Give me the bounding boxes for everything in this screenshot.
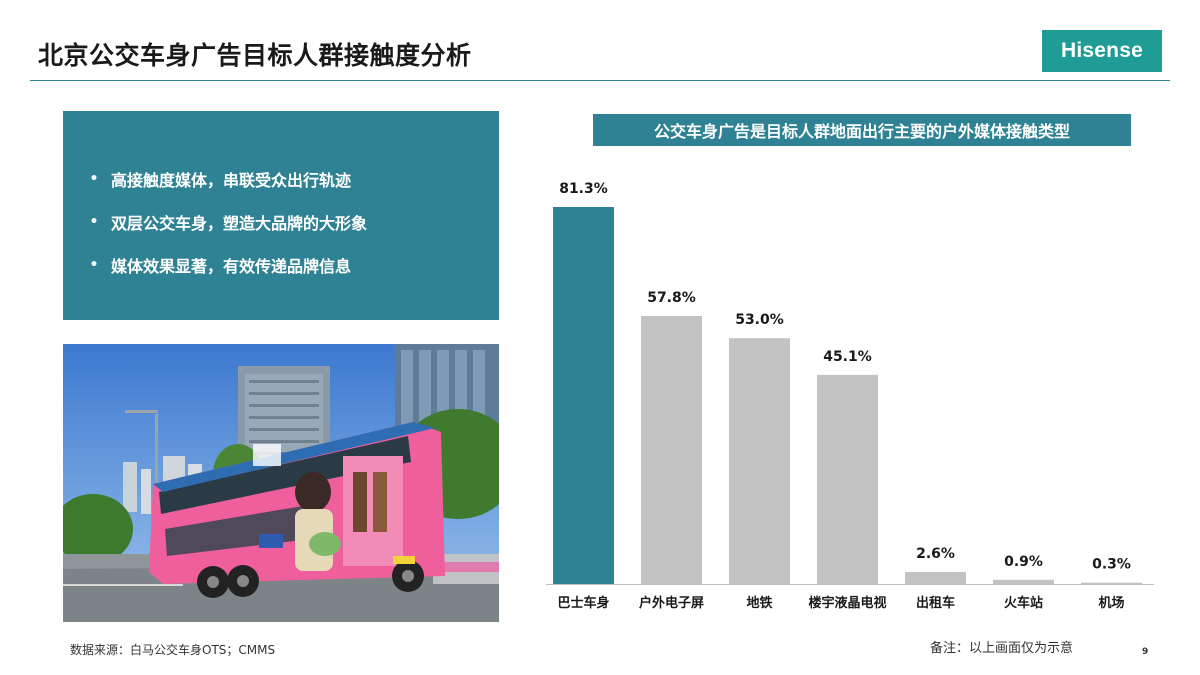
category-label-7: 机场	[1098, 595, 1124, 611]
contact-rate-bar-chart: 81.3% 巴士车身 57.8% 户外电子屏 53.0% 地铁 45.1% 楼宇液晶电视 2.6…	[546, 181, 1154, 611]
bullet-dot-icon: •	[89, 256, 99, 273]
hisense-logo: Hisense	[1042, 30, 1162, 72]
bar-5	[905, 571, 966, 584]
bullet-text: 媒体效果显著，有效传递品牌信息	[111, 256, 352, 276]
bullet-text: 高接触度媒体，串联受众出行轨迹	[111, 170, 352, 190]
category-label-5: 出租车	[916, 595, 955, 611]
bullet-item: • 媒体效果显著，有效传递品牌信息	[63, 243, 499, 286]
category-label-3: 地铁	[746, 595, 772, 611]
category-label-1: 巴士车身	[557, 595, 609, 611]
category-label-6: 火车站	[1004, 595, 1043, 611]
key-points-box: • 高接触度媒体，串联受众出行轨迹 • 双层公交车身，塑造大品牌的大形象 • 媒…	[63, 111, 499, 320]
data-label-3: 53.0%	[735, 312, 784, 328]
logo-text: Hisense	[1061, 39, 1143, 62]
data-label-2: 57.8%	[647, 290, 696, 306]
bar-1	[553, 207, 614, 584]
data-label-6: 0.9%	[1004, 554, 1043, 570]
bullet-text: 双层公交车身，塑造大品牌的大形象	[111, 213, 368, 233]
chart-title: 公交车身广告是目标人群地面出行主要的户外媒体接触类型	[593, 114, 1131, 146]
bullet-item: • 高接触度媒体，串联受众出行轨迹	[63, 157, 499, 200]
category-label-4: 楼宇液晶电视	[808, 595, 886, 611]
bar-3	[729, 338, 790, 584]
bullet-item: • 双层公交车身，塑造大品牌的大形象	[63, 200, 499, 243]
bar-6	[993, 579, 1054, 584]
data-label-1: 81.3%	[559, 181, 608, 197]
data-label-4: 45.1%	[823, 349, 872, 365]
bar-4	[817, 374, 878, 584]
data-label-7: 0.3%	[1092, 557, 1131, 573]
footnote: 备注：以上画面仅为示意	[930, 641, 1074, 656]
category-label-2: 户外电子屏	[639, 595, 704, 611]
bar-7	[1081, 582, 1142, 584]
title-divider	[30, 80, 1170, 81]
bus-photo-illustration	[63, 344, 499, 622]
data-source: 数据来源：白马公交车身OTS；CMMS	[70, 643, 276, 657]
page-number: 9	[1142, 647, 1149, 657]
page-title: 北京公交车身广告目标人群接触度分析	[38, 41, 472, 70]
bar-2	[641, 315, 702, 584]
bus-advertisement-photo	[63, 344, 499, 622]
data-label-5: 2.6%	[916, 546, 955, 562]
bullet-dot-icon: •	[89, 213, 99, 230]
bullet-dot-icon: •	[89, 170, 99, 187]
